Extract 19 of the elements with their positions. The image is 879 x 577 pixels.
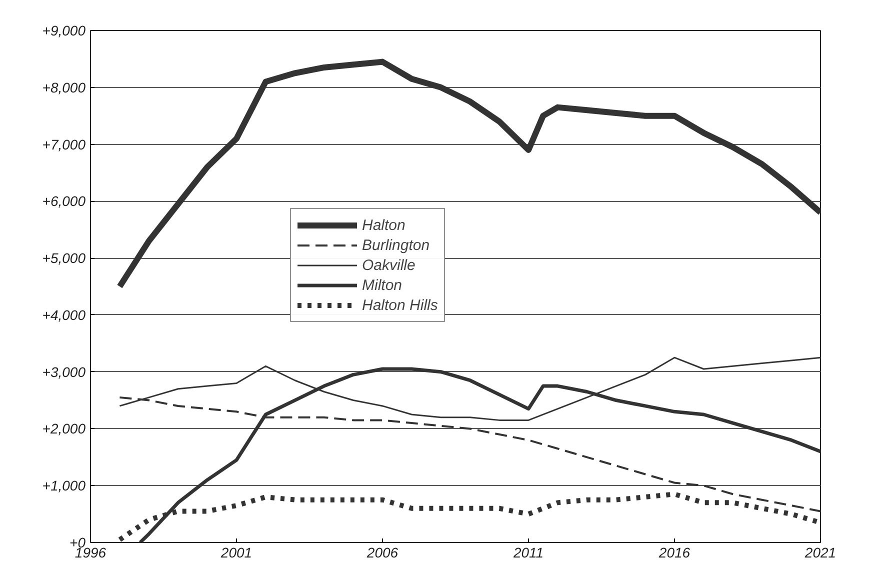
legend-label: Halton Hills bbox=[362, 296, 438, 315]
legend-label: Milton bbox=[362, 276, 402, 295]
legend-label: Halton bbox=[362, 216, 406, 235]
legend-label: Burlington bbox=[362, 236, 430, 255]
x-tick-label: 2021 bbox=[804, 544, 836, 560]
y-tick-label: +9,000 bbox=[42, 22, 86, 38]
x-tick-label: 2011 bbox=[512, 544, 544, 560]
x-tick-label: 2001 bbox=[220, 544, 252, 560]
x-tick-label: 2016 bbox=[658, 544, 690, 560]
y-tick-label: +6,000 bbox=[42, 193, 86, 210]
y-tick-label: +8,000 bbox=[42, 79, 86, 96]
legend-label: Oakville bbox=[362, 256, 416, 275]
y-tick-label: +7,000 bbox=[42, 136, 86, 152]
y-tick-label: +2,000 bbox=[42, 420, 86, 437]
x-tick-label: 2006 bbox=[366, 544, 398, 560]
y-tick-label: +1,000 bbox=[42, 478, 86, 494]
y-tick-label: +3,000 bbox=[42, 364, 86, 380]
y-tick-label: +4,000 bbox=[42, 306, 86, 323]
y-tick-label: +5,000 bbox=[42, 250, 86, 266]
